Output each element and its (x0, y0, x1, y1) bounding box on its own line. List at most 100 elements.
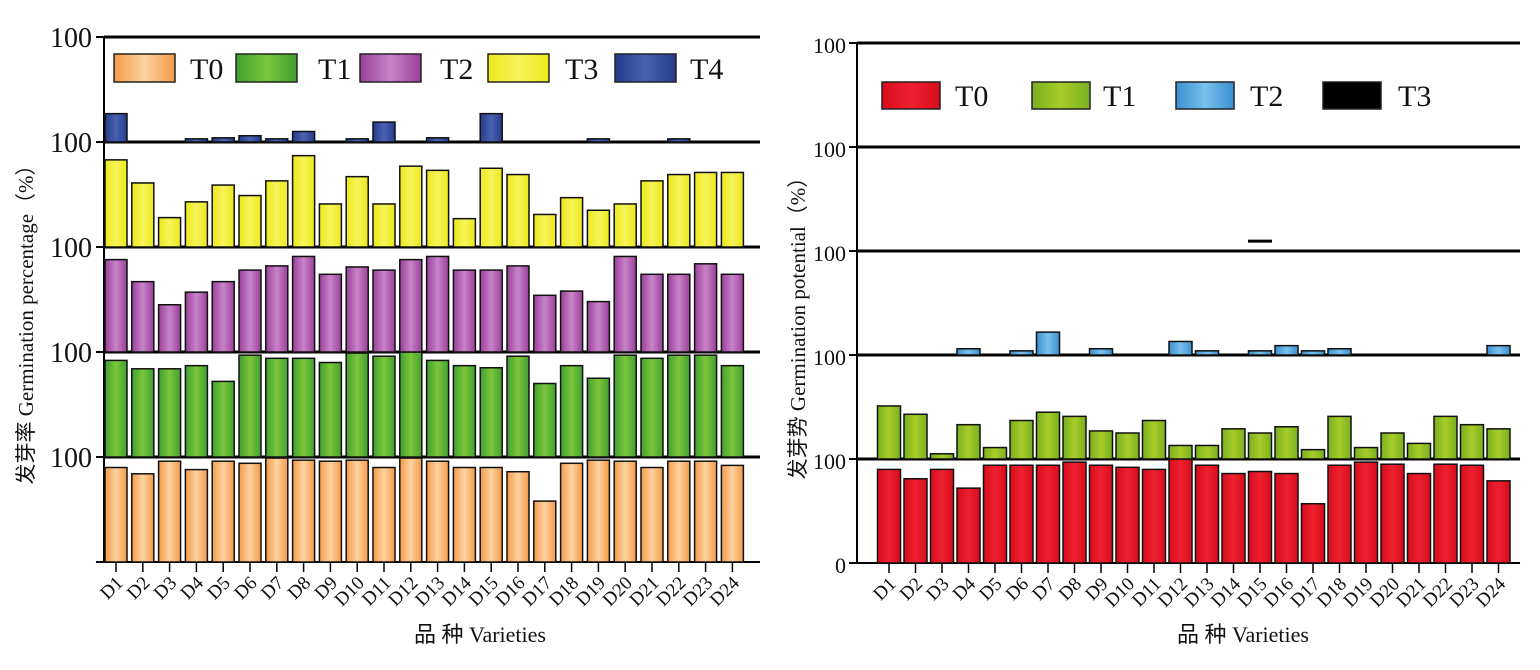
bar-T3-D6 (238, 194, 262, 248)
bar-T1-D15 (479, 367, 503, 458)
bar-T0-D18 (559, 462, 584, 563)
bar-T1-D17 (533, 382, 557, 458)
legend-label-T1: T1 (318, 53, 351, 86)
bar-T1-D17 (1300, 448, 1326, 460)
bar-T3-D23 (693, 171, 718, 248)
bar-T1-D21 (640, 357, 664, 458)
bar-T3-D15 (479, 167, 503, 248)
bar-T1-D13 (1194, 444, 1220, 460)
bar-T3-D11 (372, 203, 396, 248)
bar-T0-D12 (1168, 458, 1193, 564)
y-tick-label: 100 (813, 137, 846, 162)
bar-T1-D1 (876, 405, 902, 460)
bar-T1-D1 (104, 359, 128, 458)
bar-T0-D24 (1486, 480, 1511, 564)
legend-swatch-T4 (614, 53, 677, 83)
bar-T3-D5 (211, 184, 235, 248)
legend-label-T3: T3 (1398, 80, 1431, 113)
bar-T1-D16 (506, 355, 530, 458)
legend-swatch-T1 (235, 53, 298, 83)
bar-T0-D3 (157, 460, 182, 563)
bar-T1-D21 (1406, 442, 1432, 460)
x-tick-label: D24 (706, 572, 744, 610)
bar-T2-D5 (211, 280, 235, 353)
legend-swatch-T3 (1322, 81, 1382, 110)
bar-T2-D23 (693, 263, 718, 353)
y-tick-label: 100 (813, 241, 846, 266)
bar-T2-D19 (586, 300, 611, 353)
bar-T0-D22 (1433, 463, 1458, 564)
bar-T3-D16 (506, 173, 530, 248)
bar-T3-D17 (533, 213, 557, 248)
legend-label-T0: T0 (955, 80, 988, 113)
bar-T2-D18 (1327, 348, 1352, 356)
bar-T0-D13 (1194, 464, 1220, 564)
bar-T1-D24 (720, 364, 745, 458)
bar-T0-D3 (929, 468, 955, 564)
bar-T1-D23 (693, 354, 718, 458)
bar-T0-D15 (1247, 470, 1273, 564)
bar-T1-D8 (1062, 415, 1087, 460)
bar-T3-D21 (640, 180, 664, 248)
bar-T0-D14 (1221, 472, 1246, 564)
bar-T1-D4 (184, 364, 209, 458)
bar-T4-D5 (211, 137, 235, 143)
bar-T0-D9 (318, 460, 343, 563)
bar-T1-D18 (1327, 415, 1352, 460)
bar-T2-D7 (1035, 331, 1061, 356)
bar-T3-D18 (559, 196, 584, 248)
bar-T1-D15 (1247, 432, 1273, 460)
legend-swatch-T0 (113, 53, 176, 83)
bar-T0-D7 (265, 457, 289, 563)
x-axis-title: 品 种 Varieties (1177, 622, 1309, 647)
bar-T1-D7 (265, 357, 289, 458)
bar-T4-D13 (425, 137, 450, 143)
bar-T2-D24 (1486, 344, 1511, 356)
bar-T2-D6 (1009, 350, 1034, 356)
bar-T1-D10 (345, 352, 369, 458)
legend-swatch-T2 (1175, 81, 1235, 110)
bar-T3-D14 (452, 217, 477, 248)
bar-T0-D10 (1115, 466, 1140, 564)
bar-T2-D24 (720, 273, 745, 353)
bar-T1-D20 (1380, 432, 1405, 460)
bar-T2-D4 (184, 291, 209, 353)
bar-T0-D6 (1009, 464, 1034, 564)
y-tick-label: 0 (835, 553, 846, 578)
bar-T2-D13 (425, 255, 450, 353)
bar-T2-D14 (452, 269, 477, 353)
legend: T0 T1 T2 T3 T4 (113, 53, 723, 86)
bar-T0-D16 (506, 470, 530, 563)
bar-T3-D13 (425, 169, 450, 248)
bar-T1-D2 (903, 413, 928, 460)
bar-T0-D5 (982, 464, 1008, 564)
bar-T2-D12 (399, 258, 423, 353)
bar-T0-D23 (693, 460, 718, 563)
y-axis-title: 发芽率 Germination percentage（%） (14, 154, 38, 484)
bar-T0-D7 (1035, 464, 1061, 564)
y-tick-label: 100 (50, 443, 92, 474)
bar-T1-D3 (157, 368, 182, 458)
bar-T1-D16 (1274, 426, 1299, 460)
bar-T0-D2 (131, 473, 155, 563)
bar-T1-D5 (982, 446, 1008, 460)
bar-T4-D1 (104, 112, 128, 143)
bar-T2-D22 (667, 273, 691, 353)
bar-T4-D22 (667, 138, 691, 143)
bar-T2-D15 (1247, 350, 1273, 356)
bar-T3-D20 (613, 203, 637, 248)
bar-T1-D18 (559, 364, 584, 458)
legend-swatch-T2 (359, 53, 422, 83)
bar-T2-D21 (640, 273, 664, 353)
bar-T1-D22 (667, 354, 691, 458)
bar-T0-D5 (211, 460, 235, 563)
bar-T0-D1 (104, 466, 128, 563)
y-axis-title: 发芽势 Germination potential（%） (786, 167, 810, 480)
bar-T3-D12 (399, 165, 423, 248)
bar-T3-D22 (667, 173, 691, 248)
y-tick-label: 100 (813, 345, 846, 370)
bar-T3-D4 (184, 201, 209, 248)
bar-T1-D22 (1433, 415, 1458, 460)
bar-T2-D13 (1194, 350, 1220, 356)
bar-T2-D17 (533, 294, 557, 353)
